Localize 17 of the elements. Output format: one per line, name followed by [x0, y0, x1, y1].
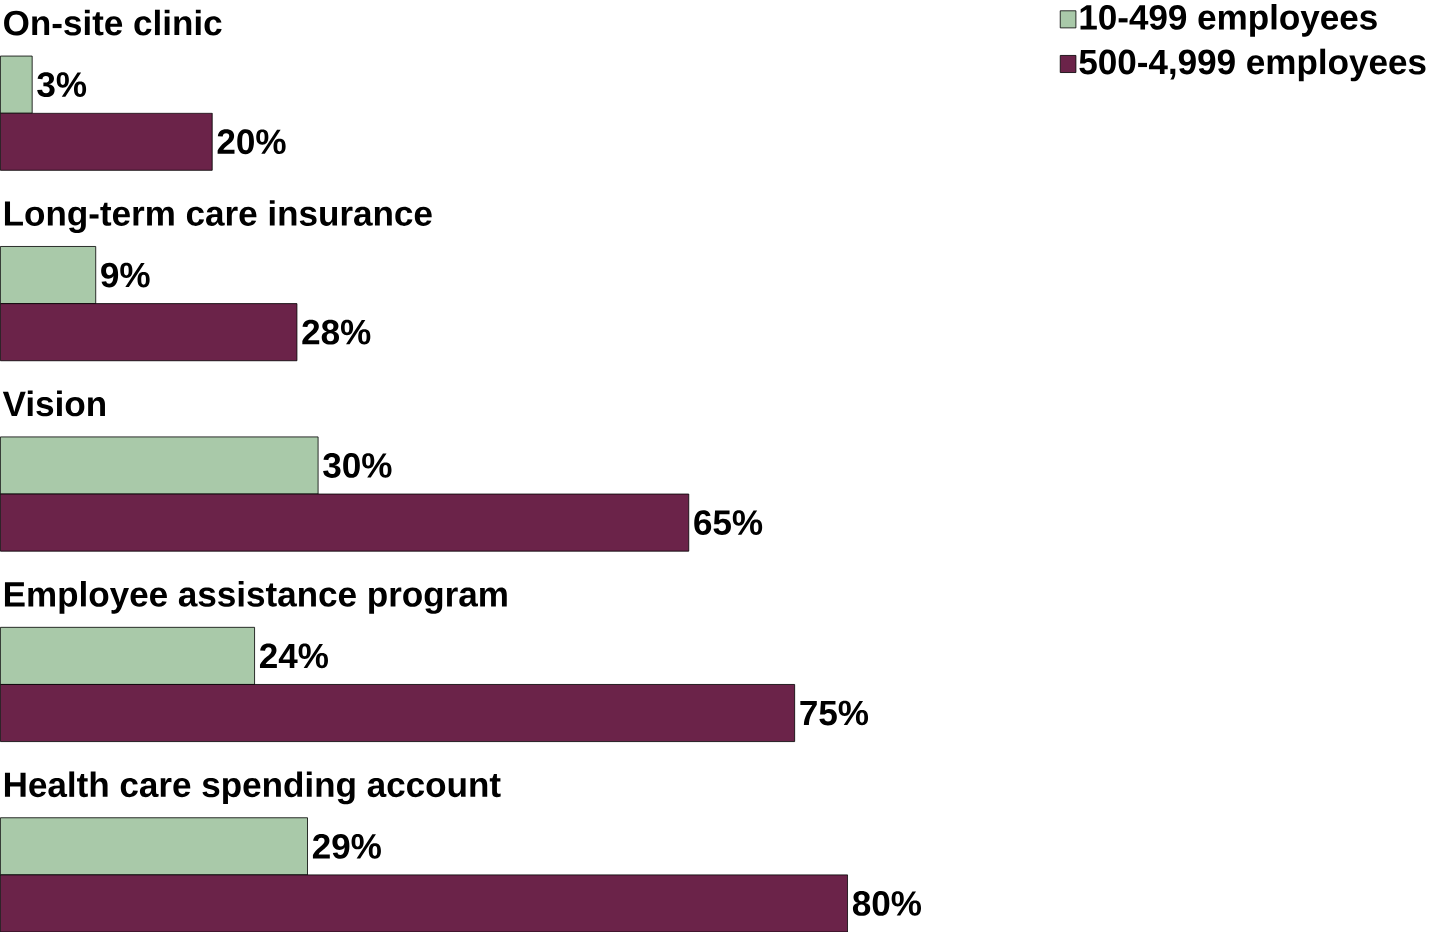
y-tick-label: Long-term care insurance — [4, 199, 432, 233]
data-label: 3% — [37, 71, 87, 97]
y-tick-label: Vision — [2, 390, 105, 417]
data-label: 24% — [259, 643, 328, 669]
data-label: 20% — [217, 129, 286, 154]
y-tick-label: On-site clinic — [4, 9, 222, 36]
data-label: 30% — [323, 452, 392, 478]
data-label: 75% — [800, 700, 869, 726]
y-tick-label: Health care spending account — [4, 771, 501, 805]
y-tick-label: Employee assistance program — [4, 580, 507, 614]
legend-label: 10-499 employees — [1080, 3, 1377, 37]
data-label: 80% — [852, 890, 922, 916]
data-label: 29% — [312, 833, 381, 859]
data-label: 65% — [694, 510, 763, 535]
legend-label: 500-4,999 employees — [1079, 48, 1426, 82]
data-label: 9% — [101, 262, 150, 288]
data-label: 28% — [302, 319, 371, 345]
